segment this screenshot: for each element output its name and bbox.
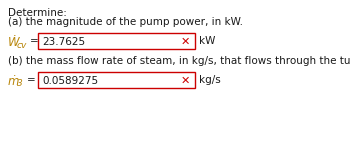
- Text: =: =: [27, 75, 36, 85]
- Text: 0.0589275: 0.0589275: [42, 76, 98, 86]
- Text: (b) the mass flow rate of steam, in kg/s, that flows through the turbine.: (b) the mass flow rate of steam, in kg/s…: [8, 56, 350, 66]
- Text: kW: kW: [199, 36, 215, 46]
- Text: kg/s: kg/s: [199, 75, 221, 85]
- Text: ṁ: ṁ: [8, 75, 20, 88]
- FancyBboxPatch shape: [38, 33, 195, 49]
- Text: (a) the magnitude of the pump power, in kW.: (a) the magnitude of the pump power, in …: [8, 17, 243, 27]
- Text: ✕: ✕: [181, 37, 190, 47]
- Text: Determine:: Determine:: [8, 8, 67, 18]
- Text: ✕: ✕: [181, 76, 190, 86]
- Text: Ẇ: Ẇ: [8, 36, 20, 49]
- Text: 23.7625: 23.7625: [42, 37, 85, 47]
- FancyBboxPatch shape: [38, 72, 195, 88]
- Text: =: =: [30, 36, 39, 46]
- Text: 3: 3: [17, 79, 23, 88]
- Text: cv: cv: [17, 41, 27, 50]
